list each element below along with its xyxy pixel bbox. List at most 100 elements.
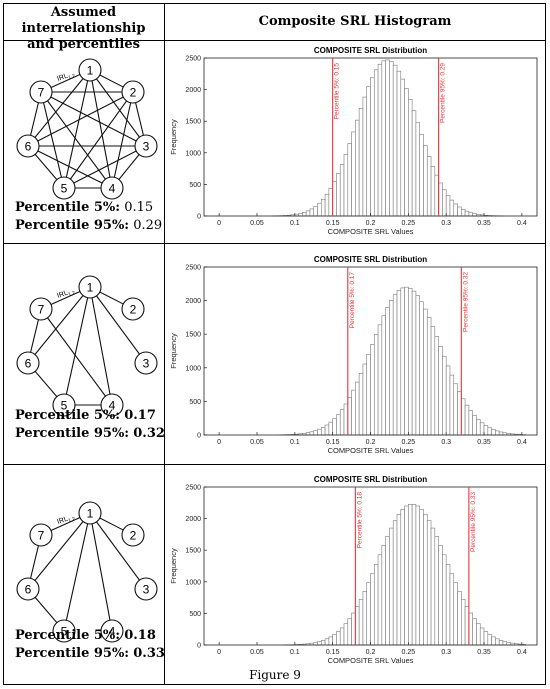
node-4 [100, 176, 124, 200]
histogram-bar [426, 520, 432, 646]
histogram-bar [453, 383, 458, 436]
histogram-bar [328, 421, 333, 436]
histogram-bar [479, 627, 485, 646]
edge-7-4 [40, 308, 113, 406]
node-5 [52, 176, 76, 200]
p95-value-3: 0.33 [133, 646, 165, 661]
histogram-bar [358, 598, 364, 646]
histogram-bar [423, 308, 428, 436]
histogram-bar [305, 210, 311, 217]
node-label-1: 1 [87, 281, 94, 295]
histogram-bar [472, 618, 477, 646]
histogram-bar [392, 294, 398, 436]
histogram-bar [321, 640, 326, 646]
x-tick-label: 0.3 [441, 439, 451, 446]
histogram-bar [362, 590, 368, 646]
x-tick-label: 0.05 [250, 649, 264, 656]
y-tick-label: 1500 [185, 548, 201, 555]
histogram-bar [449, 573, 455, 646]
p5-label-2: Percentile 5%: [15, 408, 121, 423]
edge-1-3 [89, 69, 147, 147]
edge-2-4 [111, 91, 134, 189]
chart-title: COMPOSITE SRL Distribution [314, 46, 427, 55]
y-tick-label: 1000 [185, 579, 201, 586]
histogram-bar [370, 573, 375, 646]
histogram-bar [358, 108, 364, 217]
histogram-bar [309, 431, 315, 436]
histogram-bar [468, 410, 473, 436]
histogram-chart-1: COMPOSITE SRL Distribution 0 0.05 0.1 0.15 0.… [169, 46, 538, 236]
histogram-bar [351, 389, 356, 436]
node-label-2: 2 [130, 303, 137, 317]
table-border-row2 [3, 464, 546, 465]
node-label-5: 5 [61, 182, 68, 196]
percentile-block-1: Percentile 5%: 0.15 Percentile 95%: 0.29 [15, 199, 162, 235]
left-header-line1: Assumed interrelationship [21, 5, 146, 36]
percentile-label-5: Percentile 5%: 0.15 [334, 63, 341, 120]
histogram-chart-2: COMPOSITE SRL Distribution 0 0.05 0.1 0.15 0.… [169, 255, 538, 455]
histogram-bar [461, 398, 466, 436]
edge-1-4 [89, 69, 113, 189]
histogram-bar [415, 295, 420, 436]
node-label-4: 4 [109, 625, 116, 639]
p95-label-1: Percentile 95%: [15, 218, 130, 233]
edge-5-7 [40, 91, 65, 189]
p95-value-1: 0.29 [133, 218, 163, 233]
y-axis-label: Frequency [169, 333, 178, 369]
y-tick-label: 2500 [185, 265, 201, 272]
histogram-bar [483, 631, 489, 646]
edge-label-sub: 1,2 [68, 73, 77, 81]
x-tick-label: 0.4 [517, 439, 527, 446]
node-2 [121, 80, 145, 104]
y-tick-label: 2000 [185, 87, 201, 94]
histogram-bar [408, 503, 413, 646]
histogram-bar [438, 346, 443, 436]
p5-label-3: Percentile 5%: [15, 628, 121, 643]
table-border-middle [164, 3, 165, 685]
p5-value-1: 0.15 [124, 200, 154, 215]
p5-label-1: Percentile 5%: [15, 200, 121, 215]
histogram-bar [385, 536, 390, 646]
x-tick-label: 0.15 [326, 220, 340, 227]
node-4 [100, 393, 124, 417]
x-tick-label: 0.05 [250, 439, 264, 446]
chart-title: COMPOSITE SRL Distribution [314, 475, 427, 484]
node-label-6: 6 [25, 583, 32, 597]
histogram-bar [373, 334, 379, 436]
percentile-label-5: Percentile 5%: 0.17 [349, 272, 356, 329]
histogram-bar [381, 545, 386, 646]
node-label-6: 6 [25, 140, 32, 154]
histogram-bar [476, 419, 481, 436]
histogram-bar [324, 638, 330, 646]
histogram-bar [302, 212, 307, 217]
histogram-bar [336, 414, 341, 436]
histogram-bar [426, 156, 432, 217]
node-7 [29, 297, 53, 321]
histogram-bar [461, 598, 466, 646]
node-6 [16, 351, 40, 375]
histogram-bar [355, 381, 360, 436]
histogram-bar [434, 174, 439, 217]
node-label-1: 1 [87, 507, 94, 521]
x-tick-label: 0 [217, 220, 221, 227]
histogram-bar [426, 317, 432, 436]
histogram-bar [438, 182, 443, 217]
y-tick-label: 500 [189, 182, 201, 189]
histogram-bar [498, 640, 504, 646]
histogram-bar [336, 631, 341, 646]
edge-1-6 [27, 286, 91, 364]
x-tick-label: 0 [217, 439, 221, 446]
x-tick-label: 0.35 [477, 649, 491, 656]
histogram-bar [351, 131, 356, 217]
histogram-bar [434, 336, 439, 436]
histogram-bar [453, 582, 458, 646]
histogram-chart-3: COMPOSITE SRL Distribution 0 0.05 0.1 0.15 0.… [169, 475, 538, 665]
histogram-bar [423, 145, 428, 217]
histogram-bar [487, 634, 492, 646]
histogram-bar [495, 430, 500, 436]
chart-title: COMPOSITE SRL Distribution [314, 255, 427, 264]
histogram-bar [324, 424, 330, 436]
histogram-bar [396, 514, 402, 646]
table-border-header [3, 40, 546, 41]
histogram-bar [479, 422, 485, 436]
